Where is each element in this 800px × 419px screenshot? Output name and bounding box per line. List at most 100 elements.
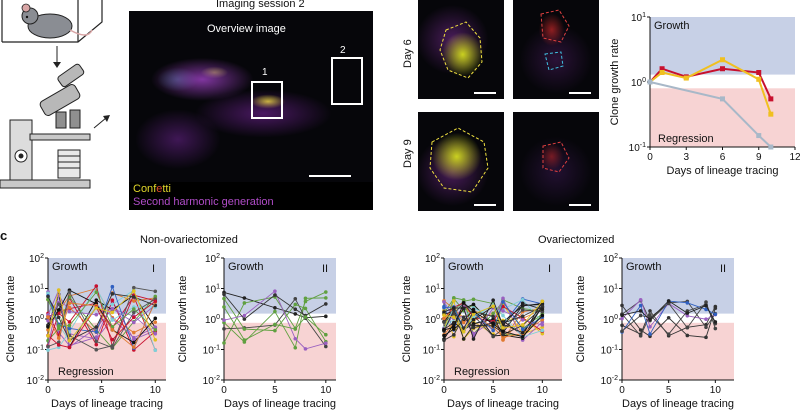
clone-point xyxy=(303,347,308,351)
clone-point xyxy=(704,303,708,308)
clone-point xyxy=(94,312,99,317)
clone-point xyxy=(56,302,61,307)
mouse-icon xyxy=(21,3,93,39)
series-point xyxy=(647,79,653,85)
clone-point xyxy=(94,298,99,302)
clone-point xyxy=(222,292,226,297)
clone-trace xyxy=(223,297,326,350)
x-tick-label: 5 xyxy=(490,385,496,396)
clone-point xyxy=(501,296,505,301)
clone-point xyxy=(520,298,525,302)
y-tick-label: 100 xyxy=(205,314,220,326)
scale-bar xyxy=(569,92,591,94)
clone-point xyxy=(110,345,115,350)
clone-point xyxy=(520,327,525,332)
overview-image-label: Overview image xyxy=(207,23,286,35)
series-point xyxy=(756,70,762,76)
clone-point xyxy=(293,345,298,350)
clone-point xyxy=(520,301,525,306)
confetti-part-1: Con xyxy=(133,183,154,195)
y-tick-label: 10-1 xyxy=(423,345,440,357)
clone-point xyxy=(153,325,158,329)
clone-point xyxy=(648,324,652,329)
day6-label: Day 6 xyxy=(402,39,414,68)
clone-point xyxy=(452,299,456,303)
clone-point xyxy=(638,334,643,338)
clone-point xyxy=(471,317,476,322)
clone-point xyxy=(110,284,115,289)
clone-point xyxy=(501,309,505,313)
panel-roman-label: I xyxy=(152,263,155,275)
series-point xyxy=(659,66,665,72)
panel-roman-label: I xyxy=(548,263,551,275)
clone-point xyxy=(471,337,476,341)
clone-point xyxy=(222,341,226,345)
clone-point xyxy=(94,342,99,347)
clone-point xyxy=(442,310,446,314)
clone-point xyxy=(132,307,136,311)
y-tick-label: 101 xyxy=(631,12,646,24)
clone-point xyxy=(273,328,277,333)
clone-trace xyxy=(223,297,327,347)
arrow-down-icon xyxy=(53,46,61,68)
x-axis-label: Days of lineage tracing xyxy=(51,398,163,410)
clone-point xyxy=(273,293,277,297)
clone-point xyxy=(46,291,50,296)
series-point xyxy=(756,76,762,82)
clone-point xyxy=(110,298,115,302)
y-axis-label: Clone growth rate xyxy=(575,276,587,363)
clone-point xyxy=(303,315,308,319)
clone-point xyxy=(704,307,708,312)
clone-trace xyxy=(223,292,326,319)
clone-point xyxy=(67,290,72,294)
clone-point xyxy=(648,317,652,322)
clone-point xyxy=(46,348,50,352)
clone-point xyxy=(132,320,136,325)
y-tick-label: 102 xyxy=(29,253,44,265)
clone-point xyxy=(67,326,72,331)
x-axis-label: Days of lineage tracing xyxy=(447,398,559,410)
clone-trace xyxy=(443,300,543,333)
clone-point xyxy=(110,307,115,311)
clone-point xyxy=(442,320,446,324)
clone-point xyxy=(704,325,708,330)
clone-point xyxy=(540,299,545,304)
clone-point xyxy=(56,340,61,345)
x-tick-label: 9 xyxy=(756,152,762,163)
clone-point xyxy=(222,296,226,301)
clone-point xyxy=(685,325,690,330)
y-tick-label: 10-2 xyxy=(423,375,440,387)
clone-point xyxy=(56,288,61,292)
clone-point xyxy=(94,290,99,295)
clone-point xyxy=(520,318,525,322)
scale-bar xyxy=(474,204,496,206)
clone-point xyxy=(461,298,466,302)
experiment-schematic xyxy=(0,0,110,189)
roi-label-2: 2 xyxy=(340,45,346,56)
chart-non-ovx-II: 102 101 100 10-1 10-20 5 10 Days of lineage tra… xyxy=(177,253,336,410)
clone-point xyxy=(685,301,690,305)
y-tick-label: 100 xyxy=(425,314,440,326)
x-tick-label: 10 xyxy=(537,385,549,396)
clone-trace xyxy=(223,293,327,320)
clone-point xyxy=(491,298,495,303)
clone-point xyxy=(56,311,61,316)
clone-point xyxy=(491,334,495,339)
clone-point xyxy=(46,334,50,338)
growth-label: Growth xyxy=(654,20,689,32)
clone-point xyxy=(442,313,446,317)
channel-legend: Confetti Second harmonic generation xyxy=(129,182,373,210)
clone-point xyxy=(67,309,72,314)
clone-point xyxy=(452,325,456,330)
clone-point xyxy=(324,344,328,349)
clone-point xyxy=(153,331,158,336)
clone-point xyxy=(520,314,525,319)
scale-bar xyxy=(474,92,496,94)
clone-point xyxy=(666,315,671,320)
clone-point xyxy=(501,300,505,304)
y-tick-label: 100 xyxy=(29,314,44,326)
clone-point xyxy=(56,336,61,340)
clone-point xyxy=(666,299,671,303)
y-tick-label: 102 xyxy=(425,253,440,265)
chart-non-ovx-I: 102 101 100 10-1 10-20 5 10 Days of lineage tra… xyxy=(5,253,166,410)
